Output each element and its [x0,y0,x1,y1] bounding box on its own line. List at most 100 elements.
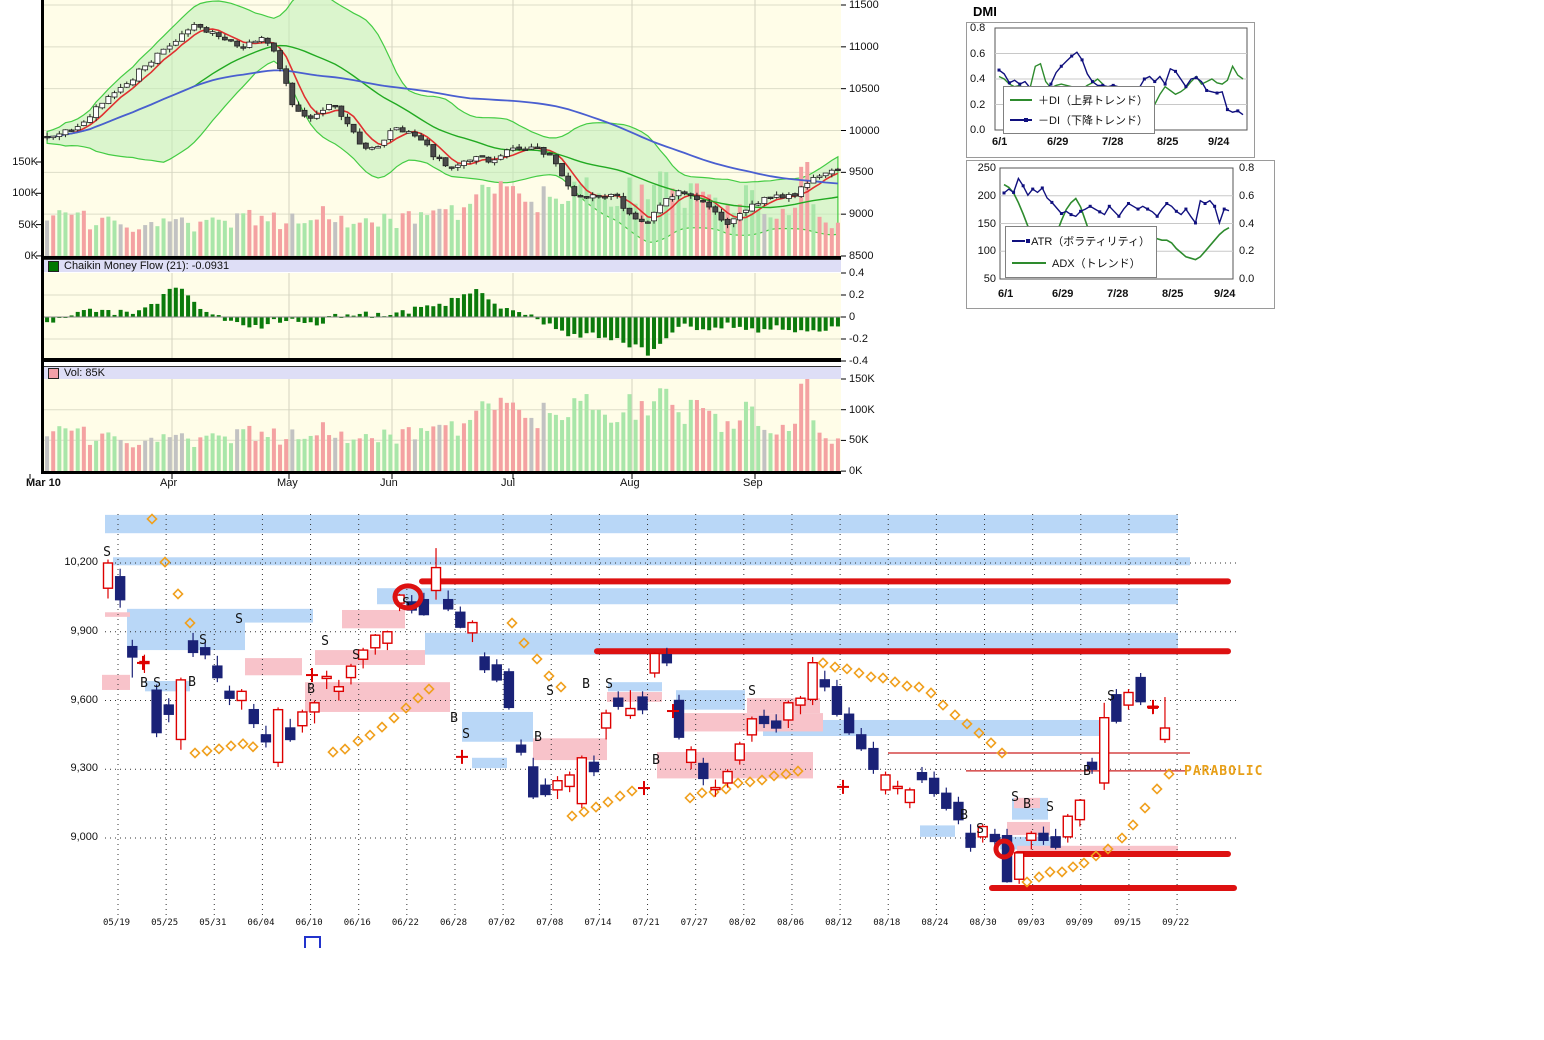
y-axis-label: 9,900 [70,624,98,637]
volume-header-strip: Vol: 85K [44,366,841,379]
support-resistance-band-blue [245,608,313,623]
chaikin-bar [186,295,191,317]
volume-bar [774,434,779,471]
atr-marker [1069,213,1073,217]
minus-di-marker [997,68,1001,72]
candle-body [892,785,903,790]
candle-body [234,40,241,47]
chaikin-bar [645,317,650,356]
chaikin-axis-label: -0.4 [849,355,868,367]
candle-body [295,104,302,112]
chaikin-bar [376,312,381,317]
atr-left-label: 200 [977,189,996,202]
volume-bar [584,394,589,471]
price-panel-volume-bar [584,177,589,256]
parabolic-dot [841,663,853,675]
price-panel-volume-bar [198,221,203,256]
parabolic-dot [1151,783,1163,795]
price-panel-volume-bar [130,231,135,256]
price-panel-volume-axis-label: 0K [24,249,38,262]
volume-bar [327,435,332,471]
candle-body [722,770,733,784]
candle-body [338,105,345,117]
volume-bar [553,414,558,471]
dmi-x-label: 7/28 [1102,136,1124,148]
candle-body [749,203,756,212]
candle-body [822,172,829,177]
chaikin-bar [351,315,356,317]
candle-body [369,147,375,150]
candle-body [559,163,565,177]
chaikin-bar [609,317,614,341]
panel-separator [44,358,841,362]
atr-frame [966,160,1275,309]
atr-marker [1107,204,1111,208]
volume-bar [701,408,706,471]
chaikin-bar [75,311,80,317]
price-panel-volume-bar [609,206,614,256]
buy-sell-marker-S: S [1011,790,1019,805]
volume-bar [394,443,399,471]
volume-bar [81,426,86,471]
volume-bar [498,397,503,471]
parabolic-dot [877,672,889,684]
volume-bar [425,430,430,471]
candle-body [767,196,774,199]
candle-body [301,109,308,117]
parabolic-dot [1127,819,1139,831]
price-panel-volume-bar [621,196,626,256]
chaikin-axis-label: 0 [849,311,856,323]
price-panel-volume-bar [645,199,650,256]
candle-body [62,129,69,136]
volume-bar [609,422,614,471]
atr-marker [1021,184,1025,188]
chaikin-label: Chaikin Money Flow (21): -0.0931 [64,260,230,272]
buy-sell-marker-S: S [1046,800,1054,815]
price-panel-volume-bar [124,227,129,256]
candle-body [332,104,339,108]
chaikin-bar [498,308,503,317]
parabolic-dot [865,671,877,683]
parabolic-dot [756,774,768,786]
volume-bar [750,406,755,471]
price-panel-volume-bar [290,213,295,256]
volume-bar [719,431,724,471]
minus-di-marker [1090,80,1094,84]
support-resistance-band-blue [113,557,1190,566]
candle-body [843,713,855,734]
chaikin-bar [100,309,105,317]
volume-bar [523,417,528,471]
parabolic-dot [792,765,804,777]
date-label: 05/31 [199,918,227,928]
chaikin-bar [750,317,755,329]
volume-bar [130,447,135,471]
month-label: May [277,477,298,489]
chaikin-bar [584,317,589,334]
volume-bar [621,412,626,471]
price-panel-volume-bar [112,220,117,256]
dmi-legend: ＋DI（上昇トレンド） －DI（下降トレンド） [1003,86,1155,134]
parabolic-dot [696,787,708,799]
volume-bar [419,428,424,471]
candle-body [172,40,179,46]
chaikin-bar [756,317,761,333]
candle-body [516,146,523,150]
date-label: 06/28 [439,918,468,928]
price-panel-volume-bar [511,186,516,256]
chaikin-bar [553,317,558,330]
candle-body [1062,815,1073,838]
candle-body [546,152,553,156]
volume-bar [192,446,197,471]
price-panel-volume-bar [278,229,283,256]
minus-di-marker [1163,82,1167,86]
candle-body [102,562,114,589]
date-label: 08/12 [825,918,853,928]
chaikin-bar [461,294,466,317]
price-panel-volume-bar [829,228,834,256]
date-label: 08/02 [728,918,756,928]
price-panel-volume-bar [461,207,466,256]
candle-body [405,131,412,134]
candle-body [68,129,75,132]
volume-bar [400,429,405,471]
atr-marker [1146,207,1150,211]
